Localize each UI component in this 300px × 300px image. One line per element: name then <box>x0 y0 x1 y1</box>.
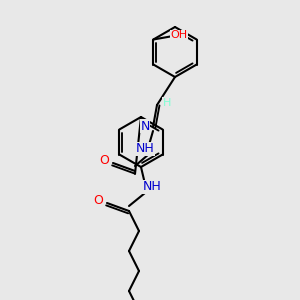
Text: OH: OH <box>171 31 188 40</box>
Text: N: N <box>140 119 150 133</box>
Text: H: H <box>163 98 171 108</box>
Text: NH: NH <box>136 142 154 155</box>
Text: O: O <box>93 194 103 208</box>
Text: O: O <box>99 154 109 167</box>
Text: NH: NH <box>142 181 161 194</box>
